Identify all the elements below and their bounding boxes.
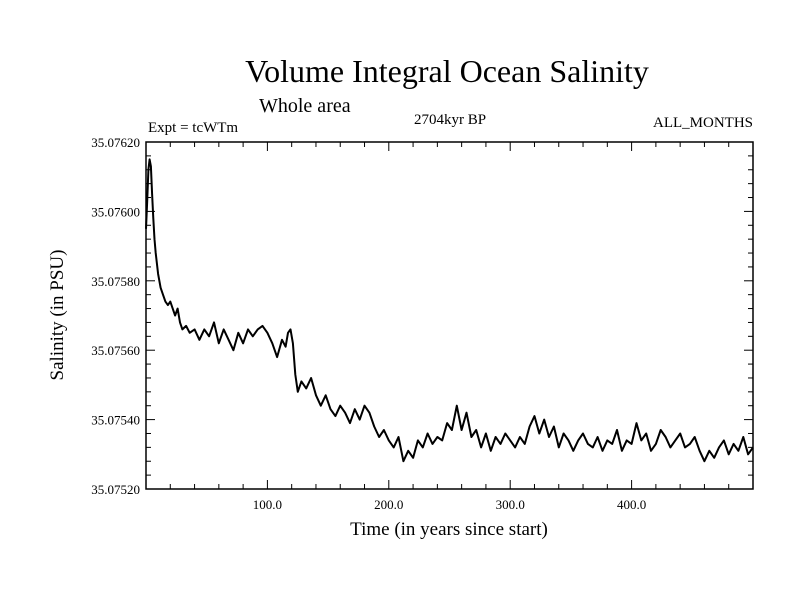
- y-axis: 35.07520 35.07540 35.07560 35.07580 35.07600…: [91, 135, 753, 497]
- months-label: ALL_MONTHS: [653, 115, 753, 131]
- salinity-series-line: [145, 158, 754, 463]
- experiment-label: Expt = tcWTm: [148, 120, 238, 136]
- y-axis-label: Salinity (in PSU): [47, 250, 68, 381]
- y-tick-label: 35.07520: [91, 482, 140, 497]
- plot-frame: [145, 141, 754, 490]
- period-label: 2704kyr BP: [414, 112, 486, 128]
- y-tick-label: 35.07600: [91, 204, 140, 219]
- y-tick-label: 35.07540: [91, 413, 140, 428]
- x-axis-label: Time (in years since start): [350, 519, 548, 540]
- y-tick-label: 35.07580: [91, 274, 140, 289]
- x-axis: 100.0 200.0 300.0 400.0: [169, 142, 730, 512]
- x-tick-label: 300.0: [496, 497, 525, 512]
- series-layer: [145, 158, 754, 463]
- y-tick-label: 35.07620: [91, 135, 140, 150]
- x-tick-label: 200.0: [374, 497, 403, 512]
- y-tick-label: 35.07560: [91, 343, 140, 358]
- x-tick-label: 400.0: [617, 497, 646, 512]
- chart-subtitle: Whole area: [259, 95, 351, 117]
- x-tick-label: 100.0: [253, 497, 282, 512]
- chart-title: Volume Integral Ocean Salinity: [245, 53, 649, 89]
